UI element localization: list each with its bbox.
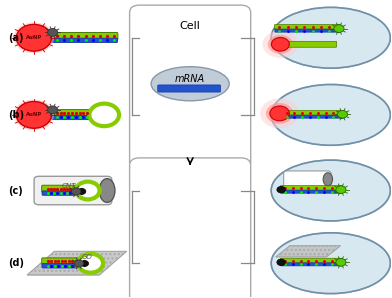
Ellipse shape: [151, 67, 229, 101]
FancyBboxPatch shape: [130, 158, 251, 298]
Text: Cell: Cell: [180, 21, 201, 31]
FancyBboxPatch shape: [280, 186, 343, 191]
FancyBboxPatch shape: [281, 190, 342, 193]
FancyBboxPatch shape: [51, 38, 118, 43]
FancyBboxPatch shape: [42, 264, 79, 268]
Text: GO: GO: [81, 254, 92, 260]
FancyBboxPatch shape: [275, 29, 340, 32]
Circle shape: [47, 106, 58, 114]
Ellipse shape: [271, 85, 390, 145]
Circle shape: [277, 186, 285, 193]
Text: (c): (c): [9, 186, 23, 195]
Circle shape: [82, 256, 100, 270]
Circle shape: [266, 103, 293, 124]
Circle shape: [78, 254, 103, 273]
FancyBboxPatch shape: [158, 85, 221, 92]
Circle shape: [81, 260, 89, 266]
Circle shape: [76, 181, 100, 199]
Text: AuNP: AuNP: [26, 35, 42, 40]
Circle shape: [271, 38, 289, 51]
FancyBboxPatch shape: [280, 41, 337, 47]
Text: (a): (a): [9, 33, 24, 43]
Circle shape: [16, 24, 51, 51]
Ellipse shape: [271, 7, 390, 68]
Circle shape: [277, 259, 285, 266]
Circle shape: [14, 100, 54, 130]
Polygon shape: [27, 251, 127, 275]
Circle shape: [79, 184, 96, 197]
FancyBboxPatch shape: [42, 185, 77, 193]
FancyBboxPatch shape: [51, 115, 90, 119]
FancyBboxPatch shape: [34, 176, 112, 205]
FancyBboxPatch shape: [280, 258, 343, 264]
FancyBboxPatch shape: [282, 115, 344, 118]
FancyBboxPatch shape: [130, 5, 251, 170]
Ellipse shape: [99, 179, 115, 202]
Circle shape: [74, 260, 83, 267]
Circle shape: [47, 29, 58, 36]
Circle shape: [16, 102, 51, 128]
FancyBboxPatch shape: [42, 191, 77, 195]
FancyBboxPatch shape: [281, 263, 342, 266]
Circle shape: [78, 188, 86, 194]
FancyBboxPatch shape: [51, 32, 118, 40]
Circle shape: [94, 107, 115, 123]
Text: (b): (b): [9, 110, 25, 120]
FancyBboxPatch shape: [274, 24, 341, 30]
Circle shape: [14, 22, 54, 53]
Circle shape: [270, 106, 289, 121]
Circle shape: [334, 25, 344, 32]
Ellipse shape: [323, 173, 332, 186]
Text: CNT: CNT: [62, 183, 76, 189]
Text: mRNA: mRNA: [175, 74, 205, 84]
Circle shape: [260, 99, 299, 128]
Circle shape: [89, 104, 119, 126]
Circle shape: [262, 31, 298, 58]
Circle shape: [336, 186, 346, 193]
Circle shape: [336, 258, 346, 266]
FancyBboxPatch shape: [51, 110, 91, 117]
Circle shape: [338, 111, 348, 118]
Circle shape: [71, 188, 81, 195]
FancyBboxPatch shape: [42, 258, 79, 265]
Text: (d): (d): [9, 258, 25, 268]
Circle shape: [268, 35, 293, 54]
Polygon shape: [276, 246, 341, 257]
FancyBboxPatch shape: [284, 171, 331, 187]
Ellipse shape: [271, 160, 390, 221]
Ellipse shape: [271, 233, 390, 294]
Text: AuNP: AuNP: [26, 112, 42, 117]
FancyBboxPatch shape: [282, 111, 344, 116]
